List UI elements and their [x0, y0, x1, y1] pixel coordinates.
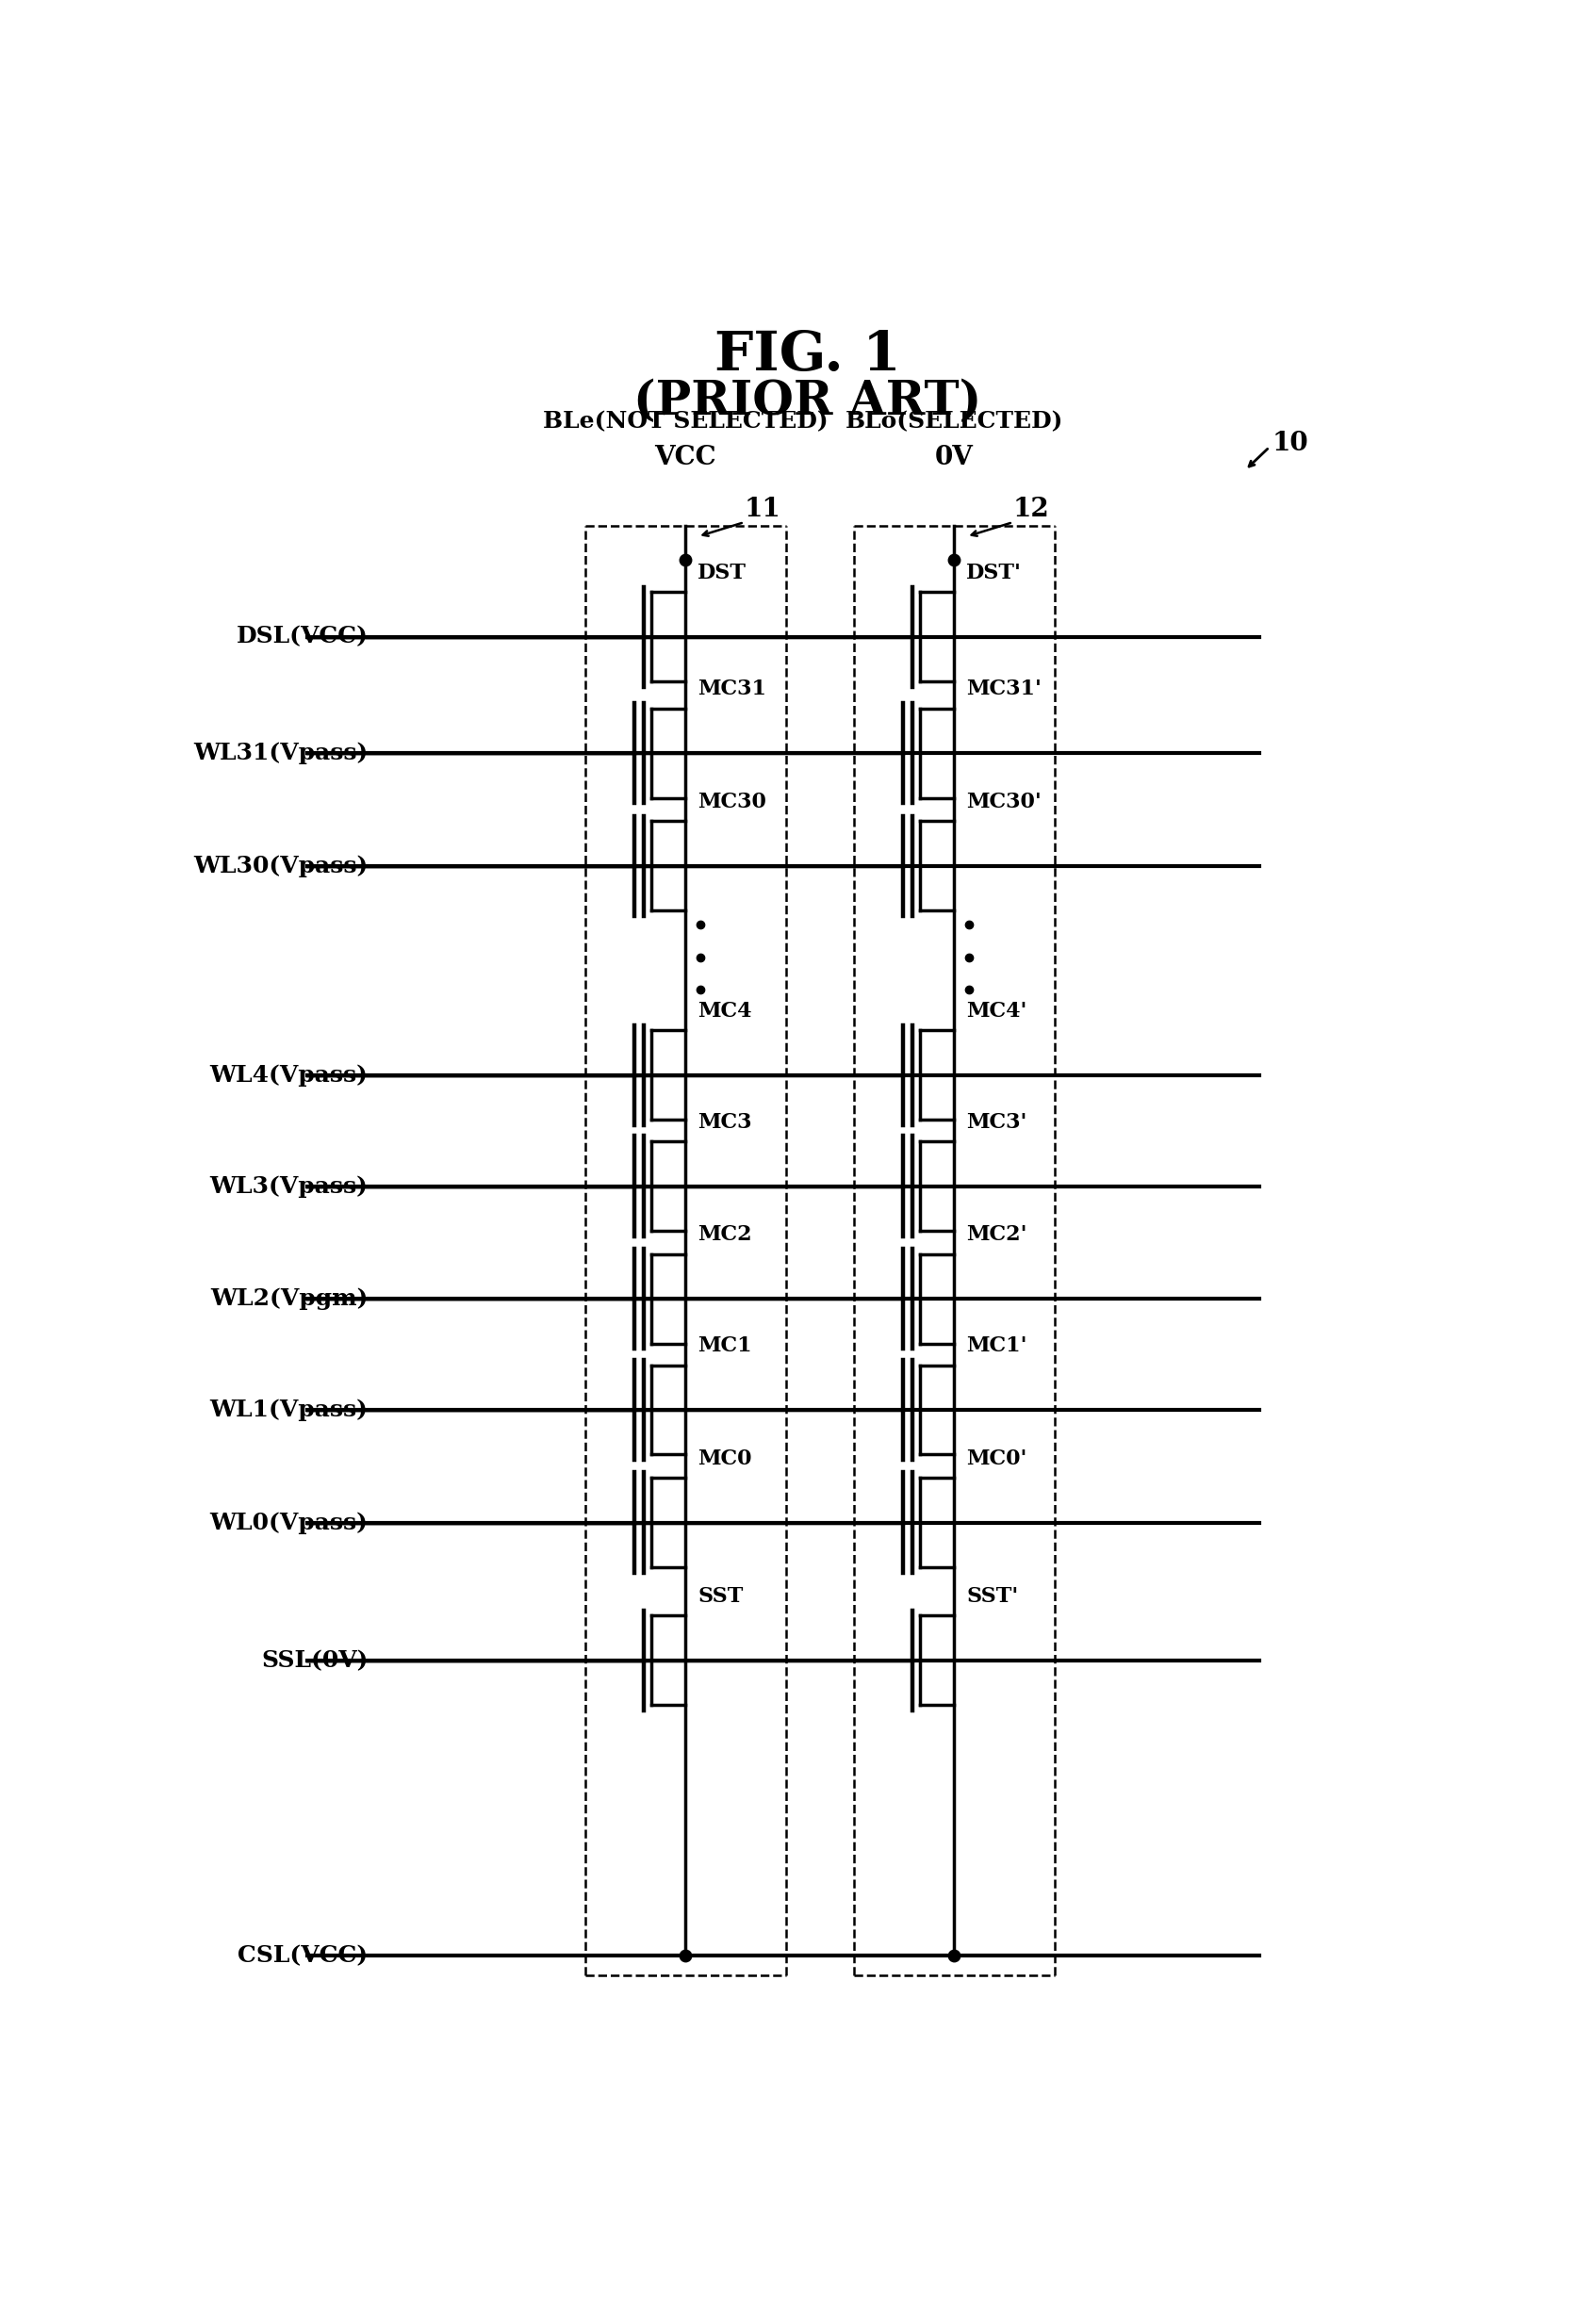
Text: WL31(Vpass): WL31(Vpass) — [194, 741, 367, 765]
Text: WL1(Vpass): WL1(Vpass) — [210, 1399, 367, 1422]
Text: MC31': MC31' — [966, 679, 1042, 700]
Text: VCC: VCC — [654, 444, 717, 469]
Text: MC4': MC4' — [966, 1002, 1028, 1023]
Text: MC1': MC1' — [966, 1336, 1028, 1357]
Text: MC3: MC3 — [698, 1111, 752, 1132]
Text: MC4: MC4 — [698, 1002, 752, 1023]
Text: 10: 10 — [1272, 430, 1308, 456]
Text: DSL(VCC): DSL(VCC) — [236, 625, 367, 648]
Text: WL2(Vpgm): WL2(Vpgm) — [210, 1287, 367, 1311]
Text: FIG. 1: FIG. 1 — [714, 330, 901, 381]
Text: WL0(Vpass): WL0(Vpass) — [210, 1511, 367, 1534]
Text: MC0: MC0 — [698, 1448, 752, 1469]
Text: MC2: MC2 — [698, 1225, 752, 1246]
Text: WL30(Vpass): WL30(Vpass) — [194, 855, 367, 876]
Text: 12: 12 — [1013, 497, 1050, 523]
Text: MC0': MC0' — [966, 1448, 1028, 1469]
Text: BLo(SELECTED): BLo(SELECTED) — [845, 409, 1064, 432]
Text: WL4(Vpass): WL4(Vpass) — [210, 1064, 367, 1088]
Text: DST: DST — [698, 562, 747, 583]
Text: CSL(VCC): CSL(VCC) — [238, 1945, 367, 1966]
Text: DST': DST' — [966, 562, 1021, 583]
Text: 0V: 0V — [935, 444, 974, 469]
Text: SST': SST' — [966, 1585, 1018, 1606]
Text: WL3(Vpass): WL3(Vpass) — [210, 1176, 367, 1197]
Text: MC2': MC2' — [966, 1225, 1028, 1246]
Text: SSL(0V): SSL(0V) — [262, 1650, 367, 1671]
Text: BLe(NOT SELECTED): BLe(NOT SELECTED) — [544, 409, 827, 432]
Text: MC30': MC30' — [966, 792, 1042, 811]
Text: MC3': MC3' — [966, 1111, 1028, 1132]
Text: MC31: MC31 — [698, 679, 766, 700]
Text: MC30: MC30 — [698, 792, 766, 811]
Text: MC1: MC1 — [698, 1336, 752, 1357]
Text: 11: 11 — [744, 497, 780, 523]
Text: SST: SST — [698, 1585, 744, 1606]
Text: (PRIOR ART): (PRIOR ART) — [634, 379, 982, 425]
